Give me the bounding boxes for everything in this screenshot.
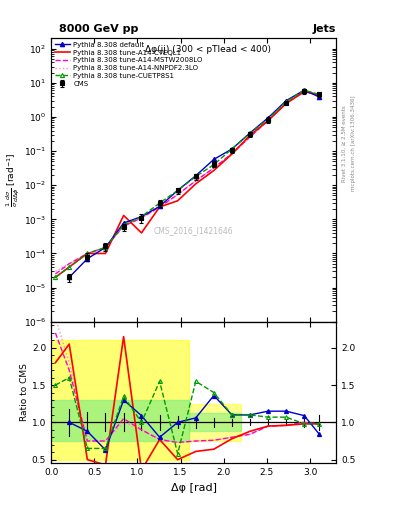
Pythia 8.308 tune-CUETP8S1	[230, 146, 234, 152]
Pythia 8.308 tune-A14-MSTW2008LO	[230, 151, 234, 157]
Pythia 8.308 tune-A14-NNPDF2.3LO	[175, 191, 180, 198]
Pythia 8.308 tune-A14-CTEQL1	[302, 89, 307, 95]
Pythia 8.308 tune-A14-NNPDF2.3LO	[248, 134, 252, 140]
Pythia 8.308 default	[103, 244, 108, 250]
Pythia 8.308 tune-A14-CTEQL1	[175, 198, 180, 204]
Pythia 8.308 tune-A14-CTEQL1	[139, 230, 144, 236]
Pythia 8.308 tune-A14-NNPDF2.3LO	[103, 244, 108, 250]
Pythia 8.308 default	[230, 146, 234, 152]
Pythia 8.308 tune-A14-CTEQL1	[316, 92, 321, 98]
Pythia 8.308 default	[121, 220, 126, 226]
Pythia 8.308 tune-CUETP8S1	[175, 187, 180, 194]
Pythia 8.308 tune-A14-MSTW2008LO	[67, 261, 72, 267]
Line: Pythia 8.308 tune-CUETP8S1: Pythia 8.308 tune-CUETP8S1	[53, 88, 321, 280]
Pythia 8.308 tune-CUETP8S1	[266, 116, 270, 122]
Pythia 8.308 tune-CUETP8S1	[139, 214, 144, 220]
Pythia 8.308 tune-A14-MSTW2008LO	[266, 118, 270, 124]
Pythia 8.308 tune-A14-CTEQL1	[248, 132, 252, 138]
Text: 8000 GeV pp: 8000 GeV pp	[59, 24, 138, 34]
Line: Pythia 8.308 default: Pythia 8.308 default	[67, 88, 321, 280]
Pythia 8.308 tune-A14-MSTW2008LO	[302, 89, 307, 95]
Pythia 8.308 tune-A14-NNPDF2.3LO	[316, 92, 321, 98]
Text: CMS_2016_I1421646: CMS_2016_I1421646	[154, 226, 233, 236]
Pythia 8.308 tune-CUETP8S1	[316, 91, 321, 97]
Pythia 8.308 tune-A14-CTEQL1	[67, 264, 72, 270]
Legend: Pythia 8.308 default, Pythia 8.308 tune-A14-CTEQL1, Pythia 8.308 tune-A14-MSTW20: Pythia 8.308 default, Pythia 8.308 tune-…	[53, 40, 204, 88]
Pythia 8.308 default	[193, 173, 198, 179]
Line: Pythia 8.308 tune-A14-NNPDF2.3LO: Pythia 8.308 tune-A14-NNPDF2.3LO	[55, 92, 319, 271]
Text: Rivet 3.1.10, ≥ 2.5M events: Rivet 3.1.10, ≥ 2.5M events	[342, 105, 347, 182]
Pythia 8.308 tune-A14-CTEQL1	[284, 100, 288, 106]
Pythia 8.308 tune-A14-NNPDF2.3LO	[211, 165, 216, 171]
Pythia 8.308 tune-A14-MSTW2008LO	[103, 244, 108, 250]
Pythia 8.308 tune-A14-NNPDF2.3LO	[266, 118, 270, 124]
Pythia 8.308 default	[248, 130, 252, 136]
Pythia 8.308 tune-A14-CTEQL1	[266, 118, 270, 124]
Text: Δφ(jj) (300 < pTlead < 400): Δφ(jj) (300 < pTlead < 400)	[145, 46, 271, 54]
Pythia 8.308 default	[284, 98, 288, 104]
Line: Pythia 8.308 tune-A14-CTEQL1: Pythia 8.308 tune-A14-CTEQL1	[55, 92, 319, 278]
Pythia 8.308 tune-A14-MSTW2008LO	[53, 271, 58, 277]
Pythia 8.308 default	[85, 255, 90, 262]
Pythia 8.308 default	[175, 187, 180, 194]
Pythia 8.308 tune-CUETP8S1	[248, 130, 252, 136]
Pythia 8.308 tune-A14-CTEQL1	[230, 151, 234, 157]
Pythia 8.308 tune-A14-NNPDF2.3LO	[284, 100, 288, 106]
Pythia 8.308 default	[139, 214, 144, 220]
Y-axis label: $\frac{1}{\sigma}\frac{d\sigma}{d\Delta\phi}$ [rad$^{-1}$]: $\frac{1}{\sigma}\frac{d\sigma}{d\Delta\…	[5, 153, 22, 207]
Pythia 8.308 tune-A14-MSTW2008LO	[175, 191, 180, 198]
Pythia 8.308 tune-A14-MSTW2008LO	[248, 134, 252, 140]
Y-axis label: Ratio to CMS: Ratio to CMS	[20, 364, 29, 421]
Pythia 8.308 tune-CUETP8S1	[193, 174, 198, 180]
Pythia 8.308 tune-A14-NNPDF2.3LO	[230, 151, 234, 157]
Pythia 8.308 default	[211, 156, 216, 162]
Pythia 8.308 tune-A14-MSTW2008LO	[139, 215, 144, 221]
Pythia 8.308 tune-A14-NNPDF2.3LO	[193, 178, 198, 184]
Pythia 8.308 tune-CUETP8S1	[67, 264, 72, 270]
Pythia 8.308 tune-A14-CTEQL1	[211, 167, 216, 174]
Pythia 8.308 tune-A14-MSTW2008LO	[284, 100, 288, 106]
Pythia 8.308 tune-A14-NNPDF2.3LO	[121, 223, 126, 229]
Pythia 8.308 tune-A14-NNPDF2.3LO	[85, 250, 90, 257]
Text: Jets: Jets	[313, 24, 336, 34]
Pythia 8.308 tune-A14-NNPDF2.3LO	[139, 215, 144, 221]
Pythia 8.308 tune-A14-NNPDF2.3LO	[53, 268, 58, 274]
Pythia 8.308 tune-CUETP8S1	[284, 99, 288, 105]
Pythia 8.308 tune-A14-NNPDF2.3LO	[67, 261, 72, 267]
Pythia 8.308 tune-A14-MSTW2008LO	[316, 92, 321, 98]
Pythia 8.308 default	[157, 203, 162, 209]
Pythia 8.308 tune-A14-MSTW2008LO	[121, 223, 126, 229]
Pythia 8.308 default	[67, 274, 72, 281]
Pythia 8.308 default	[316, 94, 321, 100]
Line: Pythia 8.308 tune-A14-MSTW2008LO: Pythia 8.308 tune-A14-MSTW2008LO	[55, 92, 319, 274]
Pythia 8.308 tune-CUETP8S1	[85, 250, 90, 257]
Pythia 8.308 tune-A14-NNPDF2.3LO	[302, 89, 307, 95]
Pythia 8.308 tune-A14-CTEQL1	[53, 274, 58, 281]
Pythia 8.308 tune-CUETP8S1	[157, 200, 162, 206]
Pythia 8.308 tune-A14-MSTW2008LO	[193, 178, 198, 184]
Pythia 8.308 tune-A14-MSTW2008LO	[211, 165, 216, 171]
Pythia 8.308 tune-CUETP8S1	[211, 162, 216, 168]
Pythia 8.308 tune-A14-CTEQL1	[121, 212, 126, 219]
Pythia 8.308 tune-CUETP8S1	[302, 87, 307, 93]
Pythia 8.308 tune-A14-MSTW2008LO	[85, 250, 90, 257]
X-axis label: Δφ [rad]: Δφ [rad]	[171, 483, 217, 493]
Pythia 8.308 tune-A14-NNPDF2.3LO	[157, 204, 162, 210]
Pythia 8.308 tune-A14-CTEQL1	[85, 250, 90, 257]
Pythia 8.308 tune-A14-CTEQL1	[103, 250, 108, 257]
Pythia 8.308 tune-A14-CTEQL1	[157, 204, 162, 210]
Pythia 8.308 default	[266, 115, 270, 121]
Pythia 8.308 default	[302, 87, 307, 93]
Pythia 8.308 tune-CUETP8S1	[121, 222, 126, 228]
Pythia 8.308 tune-A14-MSTW2008LO	[157, 204, 162, 210]
Pythia 8.308 tune-A14-CTEQL1	[193, 181, 198, 187]
Pythia 8.308 tune-CUETP8S1	[53, 274, 58, 281]
Pythia 8.308 tune-CUETP8S1	[103, 244, 108, 250]
Text: mcplots.cern.ch [arXiv:1306.3436]: mcplots.cern.ch [arXiv:1306.3436]	[351, 96, 356, 191]
